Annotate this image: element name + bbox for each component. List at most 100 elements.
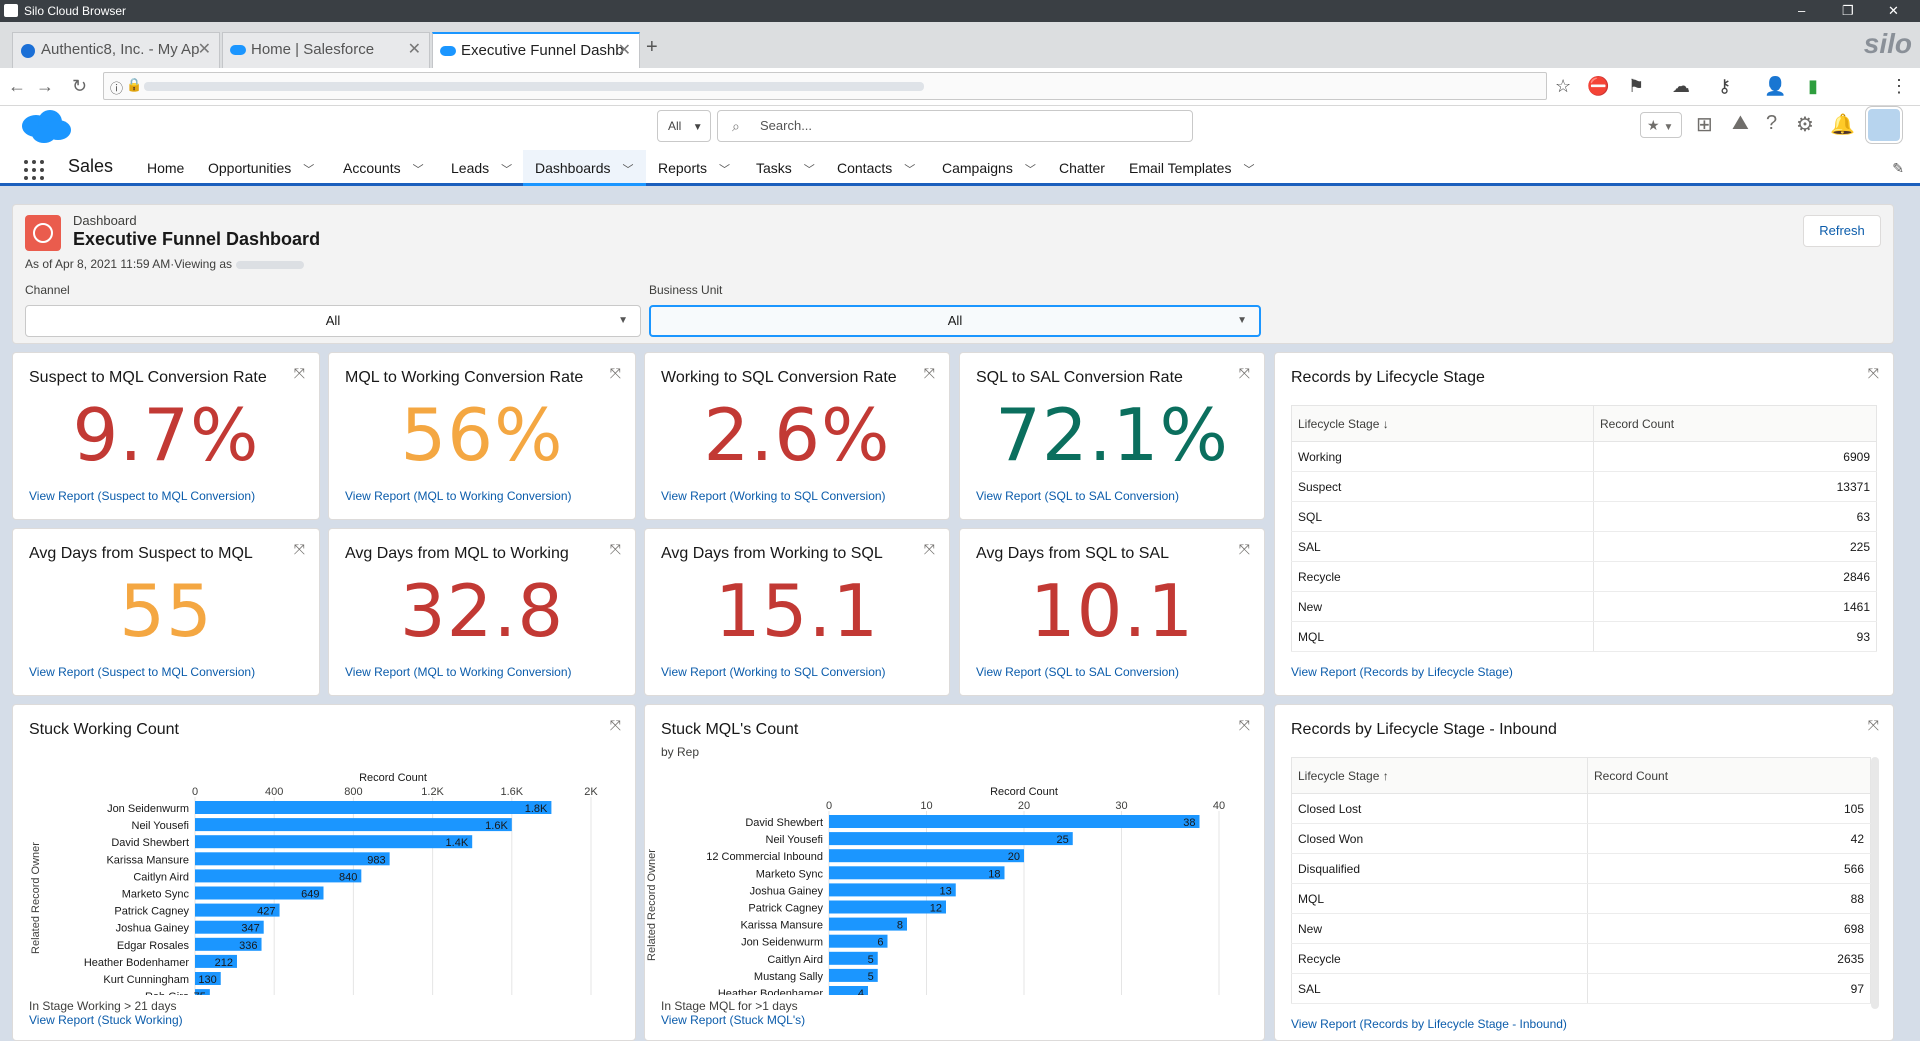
view-report-link[interactable]: View Report (MQL to Working Conversion) [345, 665, 572, 679]
cloud-upload-icon[interactable]: ☁ [1672, 76, 1690, 96]
favorites-button[interactable]: ★ ▼ [1640, 112, 1682, 138]
nav-item-tasks[interactable]: Tasks ﹀ [756, 150, 815, 186]
edit-nav-pencil-icon[interactable]: ✎ [1892, 160, 1904, 176]
search-input[interactable]: ⌕ Search... [717, 110, 1193, 142]
view-report-link[interactable]: View Report (Working to SQL Conversion) [661, 489, 886, 503]
browser-menu-icon[interactable]: ⋮ [1890, 76, 1908, 96]
nav-item-leads[interactable]: Leads ﹀ [451, 150, 512, 186]
close-tab-icon[interactable]: ✕ [617, 42, 631, 59]
signal-icon[interactable]: ▮ [1808, 76, 1818, 96]
expand-icon[interactable]: ⤧ [1238, 365, 1250, 381]
setup-gear-icon[interactable]: ⚙ [1796, 114, 1814, 136]
column-header-count[interactable]: Record Count [1587, 757, 1871, 794]
browser-tab-home-salesforce[interactable]: Home | Salesforce ✕ [222, 32, 430, 68]
business-unit-filter-select[interactable]: All ▼ [649, 305, 1261, 337]
nav-label: Home [147, 160, 185, 176]
forward-arrow-icon[interactable]: → [36, 76, 54, 96]
reload-icon[interactable]: ↻ [72, 76, 88, 96]
nav-item-campaigns[interactable]: Campaigns ﹀ [942, 150, 1036, 186]
chevron-down-icon[interactable]: ﹀ [303, 164, 315, 176]
view-report-link[interactable]: View Report (Stuck MQL's) [661, 1013, 806, 1027]
chevron-down-icon[interactable]: ﹀ [719, 164, 731, 176]
avatar[interactable] [1866, 107, 1902, 143]
expand-icon[interactable]: ⤧ [1867, 717, 1879, 733]
category-label: David Shewbert [745, 817, 823, 829]
chevron-down-icon[interactable]: ﹀ [412, 164, 424, 176]
nav-item-email-templates[interactable]: Email Templates ﹀ [1129, 150, 1254, 186]
nav-item-opportunities[interactable]: Opportunities ﹀ [208, 150, 314, 186]
stuck-working-chart-card: Stuck Working Count ⤧ Record Count 0 400 80… [12, 704, 636, 1041]
bar-value-label: 4 [858, 988, 864, 995]
refresh-button[interactable]: Refresh [1803, 215, 1881, 247]
global-actions-plus-icon[interactable]: ⊞ [1696, 114, 1713, 136]
nav-item-contacts[interactable]: Contacts ﹀ [837, 150, 915, 186]
expand-icon[interactable]: ⤧ [1238, 717, 1250, 733]
chevron-down-icon[interactable]: ﹀ [1243, 164, 1255, 176]
nav-item-accounts[interactable]: Accounts ﹀ [343, 150, 424, 186]
view-report-link[interactable]: View Report (Records by Lifecycle Stage) [1291, 665, 1513, 679]
expand-icon[interactable]: ⤧ [609, 541, 621, 557]
app-launcher-icon[interactable] [24, 160, 44, 180]
block-icon[interactable]: ⛔ [1587, 76, 1610, 96]
expand-icon[interactable]: ⤧ [1867, 365, 1879, 381]
site-info-icon[interactable]: ⓘ [110, 81, 124, 96]
stage-cell: Suspect [1291, 471, 1594, 502]
expand-icon[interactable]: ⤧ [609, 365, 621, 381]
view-report-link[interactable]: View Report (SQL to SAL Conversion) [976, 665, 1179, 679]
view-report-link[interactable]: View Report (Records by Lifecycle Stage … [1291, 1017, 1567, 1031]
chevron-down-icon[interactable]: ﹀ [904, 164, 916, 176]
expand-icon[interactable]: ⤧ [293, 541, 305, 557]
browser-tab-authentic8[interactable]: Authentic8, Inc. - My Ap ✕ [12, 32, 220, 68]
salesforce-logo[interactable] [16, 106, 74, 146]
bar-value-label: 983 [367, 854, 385, 866]
category-label: Kurt Cunningham [103, 974, 189, 986]
view-report-link[interactable]: View Report (Suspect to MQL Conversion) [29, 489, 256, 503]
close-window-button[interactable]: ✕ [1888, 3, 1899, 18]
nav-item-reports[interactable]: Reports ﹀ [658, 150, 730, 186]
chevron-down-icon[interactable]: ﹀ [622, 164, 634, 176]
bar [195, 886, 324, 900]
bookmark-star-icon[interactable]: ☆ [1555, 76, 1572, 96]
restore-button[interactable]: ❐ [1842, 3, 1854, 18]
chevron-down-icon[interactable]: ﹀ [803, 164, 815, 176]
nav-item-dashboards[interactable]: Dashboards ﹀ [523, 150, 646, 186]
bookmark-icon[interactable]: ⚑ [1628, 76, 1645, 96]
browser-tab-executive-funnel[interactable]: Executive Funnel Dashb ✕ [432, 32, 640, 68]
view-report-link[interactable]: View Report (Working to SQL Conversion) [661, 665, 886, 679]
stage-cell: Closed Lost [1291, 793, 1588, 824]
nav-item-home[interactable]: Home [147, 150, 184, 186]
chevron-down-icon[interactable]: ﹀ [501, 164, 513, 176]
table-row: Recycle 2846 [1291, 561, 1877, 592]
bar-value-label: 25 [1057, 834, 1069, 846]
expand-icon[interactable]: ⤧ [1238, 541, 1250, 557]
expand-icon[interactable]: ⤧ [923, 365, 935, 381]
new-tab-button[interactable]: + [646, 36, 658, 58]
help-icon[interactable]: ? [1766, 112, 1778, 134]
nav-item-chatter[interactable]: Chatter [1059, 150, 1105, 186]
search-scope-select[interactable]: All ▼ [657, 110, 711, 142]
close-tab-icon[interactable]: ✕ [407, 41, 421, 58]
view-report-link[interactable]: View Report (Suspect to MQL Conversion) [29, 665, 256, 679]
expand-icon[interactable]: ⤧ [923, 541, 935, 557]
key-icon[interactable]: ⚷ [1718, 76, 1732, 96]
table-scrollbar[interactable] [1871, 757, 1879, 1009]
close-tab-icon[interactable]: ✕ [197, 41, 211, 58]
minimize-button[interactable]: – [1798, 3, 1806, 18]
view-report-link[interactable]: View Report (MQL to Working Conversion) [345, 489, 572, 503]
expand-icon[interactable]: ⤧ [609, 717, 621, 733]
trailhead-icon[interactable]: ⛰ [1732, 112, 1749, 134]
notifications-bell-icon[interactable]: 🔔 [1830, 114, 1855, 136]
column-header-stage[interactable]: Lifecycle Stage ↑ [1291, 757, 1588, 794]
column-header-count[interactable]: Record Count [1593, 405, 1877, 442]
bar [195, 989, 210, 995]
channel-filter-select[interactable]: All ▼ [25, 305, 641, 337]
redacted-user [236, 260, 305, 269]
column-header-stage[interactable]: Lifecycle Stage ↓ [1291, 405, 1594, 442]
expand-icon[interactable]: ⤧ [293, 365, 305, 381]
user-icon[interactable]: 👤 [1764, 76, 1787, 96]
view-report-link[interactable]: View Report (SQL to SAL Conversion) [976, 489, 1179, 503]
view-report-link[interactable]: View Report (Stuck Working) [29, 1013, 183, 1027]
back-arrow-icon[interactable]: ← [8, 76, 26, 96]
url-input[interactable]: ⓘ 🔒 [103, 72, 1547, 100]
chevron-down-icon[interactable]: ﹀ [1024, 164, 1036, 176]
